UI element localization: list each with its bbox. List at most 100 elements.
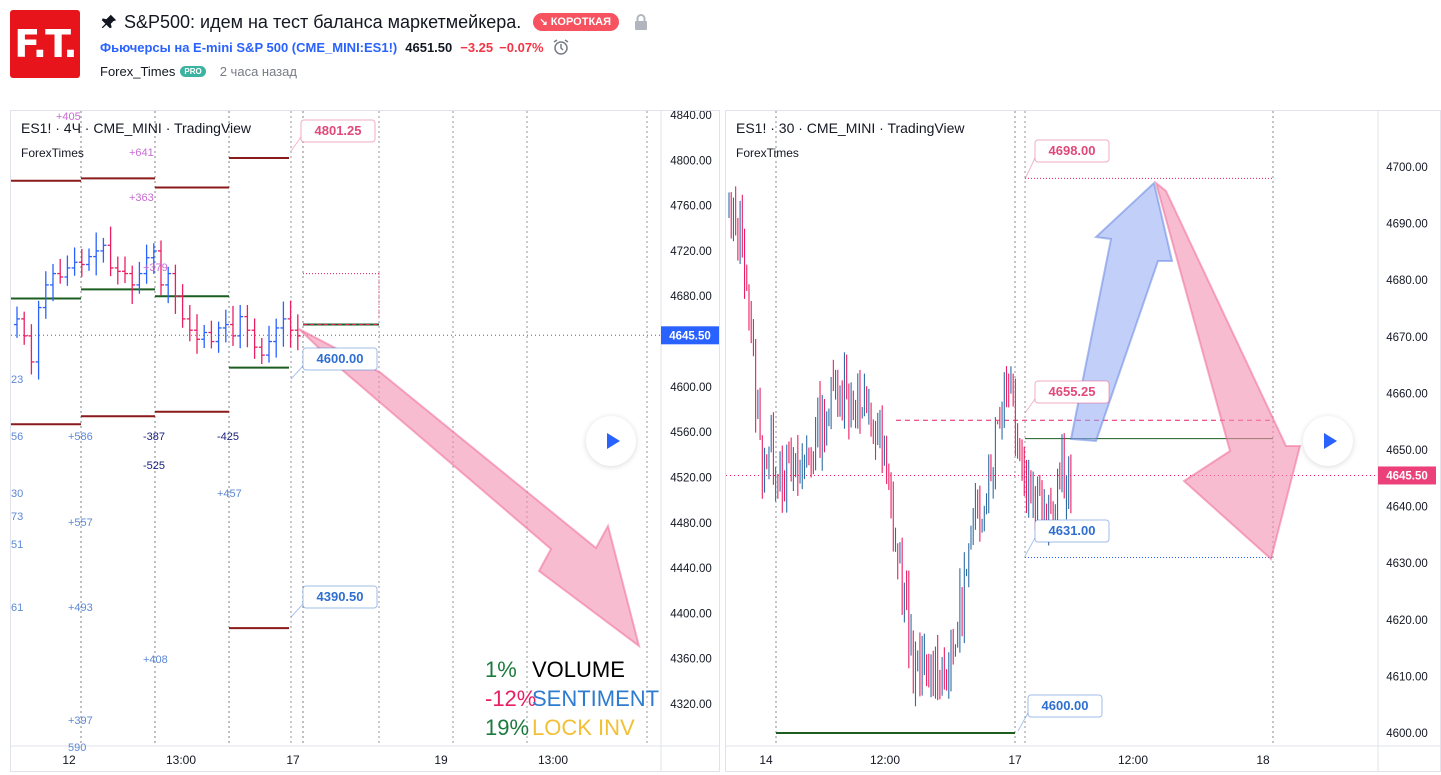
- idea-title[interactable]: S&P500: идем на тест баланса маркетмейке…: [124, 11, 522, 32]
- left-chart-panel[interactable]: +405 +641 +363 +379 23 56 +586 -387 -425 -525 +457…: [10, 110, 720, 772]
- price-axis-label: 4680.00: [670, 291, 712, 303]
- callout-pointer: [1024, 398, 1036, 414]
- price-callout-text: 4655.25: [1049, 384, 1096, 399]
- price-callout-text: 4600.00: [317, 351, 364, 366]
- price-callout-text: 4600.00: [1042, 698, 1089, 713]
- play-icon: [606, 433, 620, 449]
- chart-author: ForexTimes: [736, 146, 799, 160]
- right-chart-canvas[interactable]: 4698.00 4655.25 4631.00 4600.00 ES1! · 30 · …: [726, 111, 1441, 772]
- price-axis-label: 4440.00: [670, 563, 712, 575]
- volume-annotation: 73: [11, 511, 23, 523]
- volume-annotation: 61: [11, 602, 23, 614]
- volume-annotation: +457: [217, 488, 242, 500]
- time-axis-label: 19: [434, 753, 448, 767]
- price-axis-label: 4610.00: [1386, 671, 1428, 683]
- price-axis-label: 4840.00: [670, 111, 712, 122]
- price-callout-box: [1034, 139, 1110, 163]
- title-row: S&P500: идем на тест баланса маркетмейке…: [100, 10, 649, 34]
- volume-annotation: -387: [143, 431, 165, 443]
- right-chart-panel[interactable]: 4698.00 4655.25 4631.00 4600.00 ES1! · 30 · …: [725, 110, 1441, 772]
- price-axis-label: 4600.00: [670, 382, 712, 394]
- pro-badge: PRO: [180, 65, 206, 77]
- symbol-link[interactable]: Фьючерсы на E-mini S&P 500 (CME_MINI:ES1…: [100, 39, 398, 55]
- price-axis-label: 4400.00: [670, 608, 712, 620]
- price-axis-label: 4520.00: [670, 472, 712, 484]
- last-price-tag: [661, 326, 719, 345]
- symbol-row: Фьючерсы на E-mini S&P 500 (CME_MINI:ES1…: [100, 38, 570, 56]
- time-axis-label: 12:00: [1118, 753, 1148, 767]
- alarm-clock-icon[interactable]: [552, 38, 570, 56]
- time-axis-label: 12: [62, 753, 76, 767]
- time-axis-label: 17: [286, 753, 300, 767]
- time-axis-label: 12:00: [870, 753, 900, 767]
- price-callout-box: [302, 585, 378, 609]
- stat-percent: -12%: [485, 686, 536, 711]
- chart-author: ForexTimes: [21, 146, 84, 160]
- volume-annotation: +586: [68, 431, 93, 443]
- volume-annotation: +493: [68, 602, 93, 614]
- price-callout-box: [1027, 694, 1103, 718]
- down-arrow-shape: [1154, 180, 1302, 561]
- callout-pointer: [290, 365, 304, 380]
- price-axis-label: 4760.00: [670, 201, 712, 213]
- price-callout-box: [302, 347, 378, 371]
- volume-annotation: 56: [11, 431, 23, 443]
- volume-annotation: +379: [143, 262, 168, 274]
- price-axis-label: 4480.00: [670, 518, 712, 530]
- callout-pointer: [290, 136, 302, 152]
- volume-annotation: +363: [129, 192, 154, 204]
- symbol-change-pct: −0.07%: [499, 39, 544, 55]
- symbol-price: 4651.50: [405, 39, 453, 55]
- volume-annotation: +405: [56, 111, 81, 123]
- time-axis-label: 13:00: [538, 753, 568, 767]
- volume-annotation: 590: [68, 742, 86, 754]
- price-axis-label: 4690.00: [1386, 219, 1428, 231]
- price-callout-text: 4631.00: [1049, 523, 1096, 538]
- left-chart-canvas[interactable]: +405 +641 +363 +379 23 56 +586 -387 -425 -525 +457…: [11, 111, 720, 772]
- volume-annotation: -425: [217, 431, 239, 443]
- price-axis-label: 4640.00: [1386, 502, 1428, 514]
- time-axis-label: 13:00: [166, 753, 196, 767]
- price-axis-label: 4670.00: [1386, 332, 1428, 344]
- price-callout-box: [1034, 380, 1110, 404]
- stat-percent: 1%: [485, 657, 517, 682]
- price-callout-text: 4801.25: [315, 123, 362, 138]
- stat-label: SENTIMENT: [532, 686, 659, 711]
- publish-time: 2 часа назад: [219, 63, 297, 79]
- pin-icon: [101, 14, 117, 29]
- price-axis-label: 4680.00: [1386, 275, 1428, 287]
- price-axis-label: 4360.00: [670, 654, 712, 666]
- callout-pointer: [290, 603, 304, 618]
- price-axis-label: 4620.00: [1386, 615, 1428, 627]
- time-axis-label: 18: [1256, 753, 1270, 767]
- play-icon: [1323, 433, 1337, 449]
- price-axis-label: 4720.00: [670, 246, 712, 258]
- price-axis-label: 4800.00: [670, 155, 712, 167]
- volume-annotation: +641: [129, 147, 154, 159]
- callout-pointer: [1024, 537, 1036, 557]
- volume-annotation: -525: [143, 460, 165, 472]
- volume-annotation: 23: [11, 374, 23, 386]
- author-row: Forex_Times PRO 2 часа назад: [100, 62, 297, 80]
- callout-pointer: [1024, 157, 1036, 180]
- stat-percent: 19%: [485, 715, 529, 740]
- last-price-value: 4645.50: [1386, 470, 1428, 482]
- author-link[interactable]: Forex_Times: [100, 63, 176, 79]
- brand-logo[interactable]: F.T.: [10, 10, 80, 78]
- callout-pointer: [1017, 712, 1029, 732]
- stat-label: LOCK INV: [532, 715, 635, 740]
- play-button-left[interactable]: [586, 416, 636, 466]
- price-axis-label: 4700.00: [1386, 162, 1428, 174]
- up-arrow-shape: [1069, 181, 1174, 443]
- time-axis-label: 14: [759, 753, 773, 767]
- arrow-down-right-icon: ↘: [539, 16, 548, 28]
- price-callout-text: 4698.00: [1049, 143, 1096, 158]
- price-callout-box: [300, 119, 376, 143]
- price-callout-text: 4390.50: [317, 589, 364, 604]
- short-badge: ↘ КОРОТКАЯ: [533, 13, 620, 31]
- time-axis-label: 17: [1008, 753, 1022, 767]
- price-axis-label: 4320.00: [670, 699, 712, 711]
- stat-label: VOLUME: [532, 657, 625, 682]
- chart-symbol-title: ES1! · 4Ч · CME_MINI · TradingView: [21, 120, 252, 136]
- play-button-right[interactable]: [1303, 416, 1353, 466]
